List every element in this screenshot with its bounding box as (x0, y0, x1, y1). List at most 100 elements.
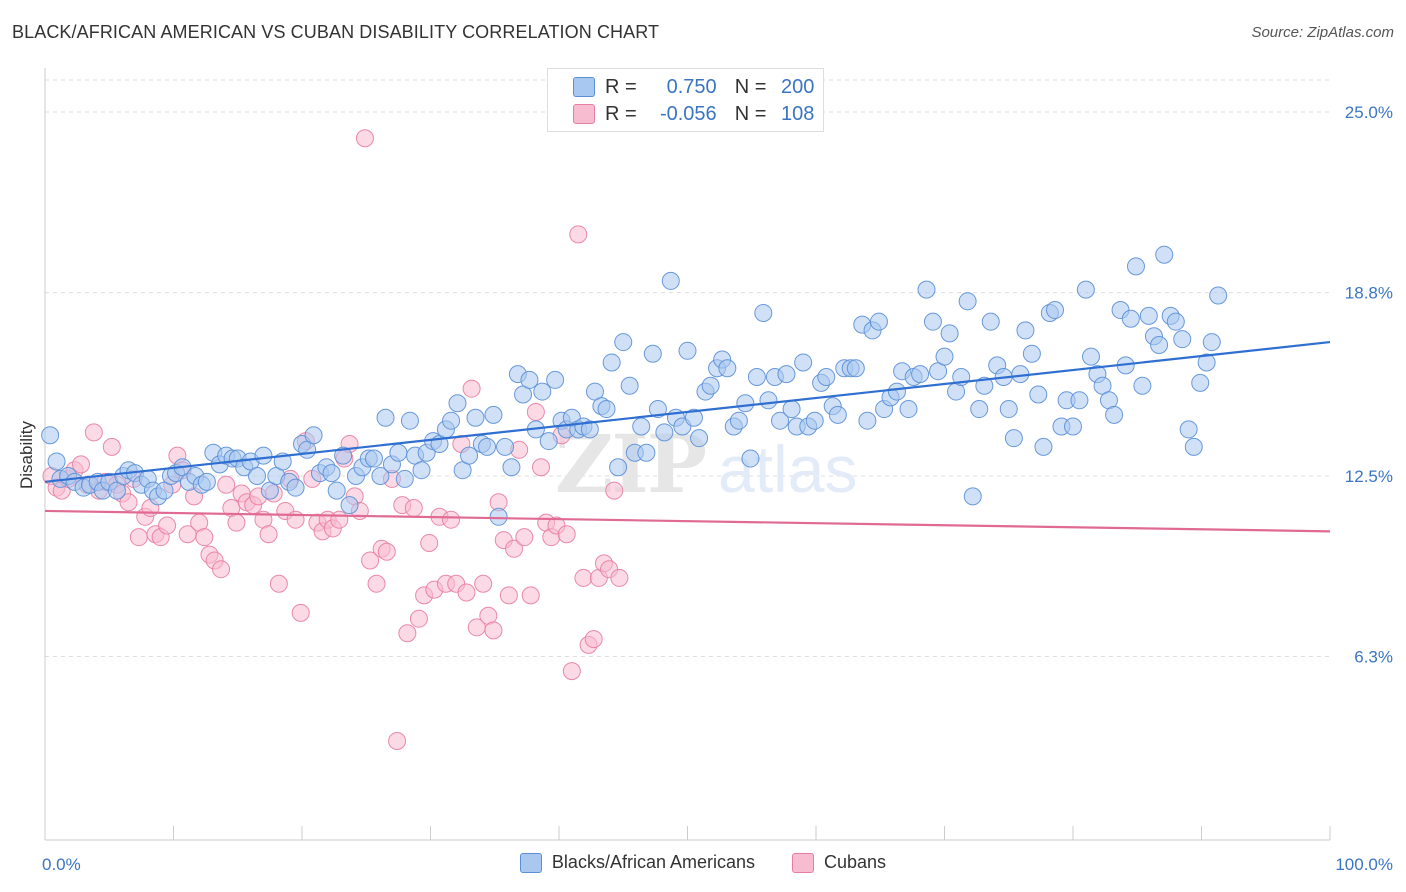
blue-point (1166, 312, 1185, 331)
blue-point (970, 400, 989, 419)
blue-point (794, 353, 813, 372)
pink-point (330, 510, 349, 529)
blue-point (858, 411, 877, 430)
blue-point (1064, 417, 1082, 436)
blue-point (975, 376, 994, 395)
r-label: R = (605, 75, 637, 98)
x-tick-label: 100.0% (1335, 855, 1393, 874)
blue-point (1029, 385, 1048, 404)
blue-point (614, 333, 633, 352)
blue-point (340, 496, 359, 515)
pink-point (499, 586, 518, 605)
pink-point (388, 731, 407, 750)
blue-point (580, 420, 599, 439)
pink-point (521, 586, 540, 605)
blue-point (690, 429, 709, 448)
pink-point (610, 568, 629, 587)
pink-point (557, 525, 576, 544)
blue-swatch (573, 77, 595, 97)
trend-lines (44, 340, 1331, 533)
blue-point (1197, 353, 1216, 372)
pink-point (526, 402, 545, 421)
blue-point (643, 344, 662, 363)
blue-point (1081, 347, 1100, 366)
pink-swatch (573, 104, 595, 124)
pink-point (355, 129, 374, 148)
blue-point (1133, 376, 1152, 395)
pink-point (574, 568, 593, 587)
blue-point (597, 400, 616, 419)
blue-point (489, 507, 508, 526)
blue-point (817, 368, 836, 387)
r-value: -0.056 (659, 102, 717, 125)
legend-item-cubans[interactable]: Cubans (792, 852, 886, 873)
pink-point (102, 437, 121, 456)
blacks-points (41, 245, 1228, 526)
blue-point (923, 312, 942, 331)
y-tick-label: 18.8% (1345, 284, 1393, 303)
blue-point (1202, 333, 1221, 352)
pink-point (420, 533, 439, 552)
source-label: Source: ZipAtlas.com (1251, 24, 1394, 41)
n-label: N = (734, 102, 767, 125)
blue-point (887, 382, 906, 401)
blue-point (322, 464, 341, 483)
tick-labels: 25.0% 18.8% 12.5% 6.3% 0.0% 100.0% (42, 103, 1393, 874)
blue-point (371, 467, 390, 486)
pink-point (119, 493, 138, 512)
blue-point (609, 458, 628, 477)
blue-point (1126, 257, 1145, 276)
blue-point (602, 353, 621, 372)
blue-point (620, 376, 639, 395)
blue-point (1046, 301, 1065, 320)
blue-point (637, 443, 656, 462)
pink-point (195, 528, 214, 547)
blue-point (1034, 437, 1053, 456)
blue-point (254, 446, 273, 465)
blue-point (958, 292, 977, 311)
blue-point (533, 382, 552, 401)
blue-point (400, 411, 419, 430)
pink-point (569, 225, 588, 244)
pink-point (291, 603, 310, 622)
blue-point (661, 271, 680, 290)
blue-point (632, 417, 651, 436)
blue-point (1150, 335, 1169, 354)
blue-point (777, 365, 796, 384)
pink-point (515, 528, 534, 547)
blue-point (729, 411, 748, 430)
blue-swatch (519, 852, 542, 873)
blue-point (999, 400, 1018, 419)
axes (44, 68, 1331, 841)
pink-point (605, 481, 624, 500)
blue-point (546, 370, 565, 389)
blue-point (1076, 280, 1095, 299)
blue-point (460, 446, 479, 465)
blue-point (1191, 373, 1210, 392)
pink-point (474, 574, 493, 593)
blue-point (442, 411, 461, 430)
blue-point (1121, 309, 1140, 328)
legend-item-blacks[interactable]: Blacks/African Americans (519, 852, 755, 873)
blue-point (484, 405, 503, 424)
bottom-legend: Blacks/African Americans Cubans (0, 852, 1406, 878)
pink-swatch (792, 852, 815, 873)
blue-point (197, 472, 216, 491)
pink-trend-line (44, 509, 1331, 533)
blue-point (736, 394, 755, 413)
pink-point (377, 542, 396, 561)
blue-point (911, 365, 930, 384)
r-value: 0.750 (666, 75, 717, 98)
blue-point (981, 312, 1000, 331)
blue-point (502, 458, 521, 477)
blue-point (539, 432, 558, 451)
pink-point (158, 516, 177, 535)
blue-point (412, 461, 431, 480)
pink-point (404, 499, 423, 518)
blue-point (771, 411, 790, 430)
blue-point (286, 478, 305, 497)
blue-point (917, 280, 936, 299)
blue-point (364, 449, 383, 468)
blue-trend-line (44, 340, 1331, 483)
